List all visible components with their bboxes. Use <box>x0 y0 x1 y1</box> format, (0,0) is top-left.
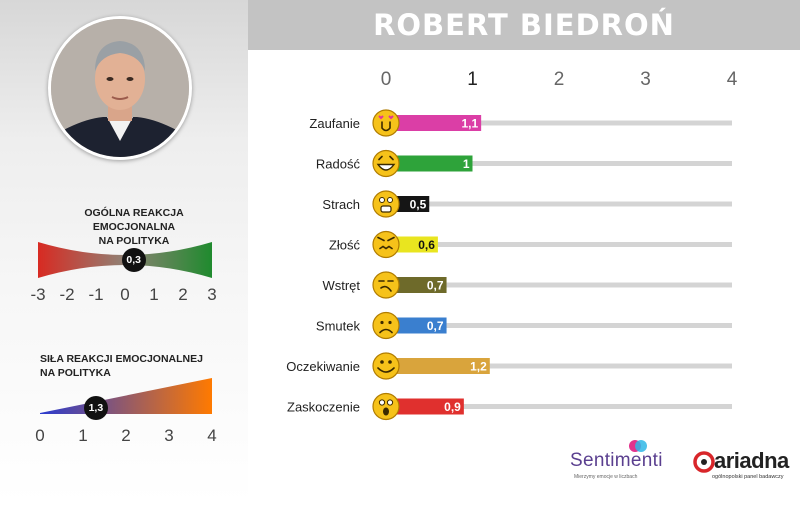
bar-track <box>386 201 732 207</box>
strength-scale-label: 3 <box>164 426 174 445</box>
reaction-scale-label: 2 <box>178 285 188 304</box>
strength-title-line-2: NA POLITYKA <box>40 367 111 379</box>
expectant-emoji-icon <box>372 352 400 380</box>
strength-scale-label: 0 <box>35 426 45 445</box>
chart-row: Strach 0,5 <box>322 190 732 218</box>
reaction-scale-label: -2 <box>59 285 75 304</box>
strength-gauge <box>40 378 212 414</box>
sentimenti-logo: Sentimenti Mierzymy emocje w liczbach <box>570 440 682 484</box>
bar <box>386 358 490 374</box>
x-axis-tick-label: 2 <box>554 69 565 90</box>
x-axis-tick-label: 1 <box>467 69 478 90</box>
reaction-value-bubble: 0,3 <box>121 248 146 272</box>
speech-bubbles-icon <box>629 440 647 452</box>
bar-value-label: 0,6 <box>418 238 435 252</box>
bar <box>386 277 447 293</box>
left-panel: OGÓLNA REAKCJA EMOCJONALNA NA POLITYKA 0… <box>0 0 248 503</box>
category-label: Wstręt <box>322 278 360 293</box>
bar-value-label: 0,5 <box>410 198 427 212</box>
category-label: Smutek <box>316 319 361 334</box>
emotion-bar-chart: 0 1 2 3 4 Zaufanie 1,1 Radość 1 Strach 0,5 Złość 0,6… <box>286 69 738 421</box>
bar-value-label: 1,1 <box>461 117 478 131</box>
bar-track <box>386 242 732 247</box>
x-axis-tick-label: 3 <box>640 69 651 90</box>
strength-gradient-wedge <box>40 378 212 414</box>
ariadna-tagline: ogólnopolski panel badawczy <box>712 474 784 480</box>
angry-emoji-icon <box>372 230 400 259</box>
love-emoji-icon <box>372 109 400 137</box>
bar-value-label: 0,9 <box>444 400 461 414</box>
x-axis-tick-label: 4 <box>727 69 738 90</box>
chart-row: Zaufanie 1,1 <box>309 109 732 137</box>
category-label: Strach <box>322 197 360 212</box>
strength-scale-label: 1 <box>78 426 88 445</box>
reaction-title: OGÓLNA REAKCJA EMOCJONALNA NA POLITYKA <box>44 206 224 248</box>
chart-row: Smutek 0,7 <box>316 311 732 340</box>
bar-track <box>386 161 732 166</box>
strength-title-line-1: SIŁA REAKCJI EMOCJONALNEJ <box>40 353 203 365</box>
category-label: Radość <box>316 157 361 172</box>
sentimenti-name: Sentimenti <box>570 450 663 471</box>
bar-track <box>386 120 732 126</box>
emotion-chart-area: 0 1 2 3 4 Zaufanie 1,1 Radość 1 Strach 0,5 Złość 0,6… <box>248 50 800 503</box>
ariadna-logo: ariadna ogólnopolski panel badawczy <box>692 448 796 484</box>
category-label: Zaufanie <box>309 116 360 131</box>
strength-scale-label: 2 <box>121 426 131 445</box>
bar-value-label: 0,7 <box>427 279 444 293</box>
scared-emoji-icon <box>372 190 400 218</box>
bar <box>386 398 464 415</box>
reaction-scale-label: 3 <box>207 285 217 304</box>
category-label: Złość <box>329 238 361 253</box>
reaction-scale-label: -1 <box>88 285 104 304</box>
header-bar: ROBERT BIEDROŃ <box>248 0 800 50</box>
reaction-scale-label: 0 <box>120 285 130 304</box>
category-label: Zaskoczenie <box>287 400 360 415</box>
reaction-title-line-2: NA POLITYKA <box>98 235 170 247</box>
strength-title: SIŁA REAKCJI EMOCJONALNEJ NA POLITYKA <box>40 352 240 380</box>
ariadna-name: ariadna <box>714 448 789 473</box>
bar-track <box>386 404 732 409</box>
chart-row: Radość 1 <box>316 149 732 178</box>
strength-scale-label: 4 <box>207 426 217 445</box>
x-axis-tick-label: 0 <box>381 69 392 90</box>
bar <box>386 317 447 334</box>
reaction-scale-label: -3 <box>30 285 46 304</box>
bar-value-label: 1 <box>463 157 470 171</box>
bar-track <box>386 323 732 328</box>
bar-track <box>386 363 732 369</box>
chart-row: Złość 0,6 <box>329 230 732 259</box>
bar-value-label: 1,2 <box>470 360 487 374</box>
bar-track <box>386 282 732 288</box>
politician-photo <box>48 16 192 160</box>
bar <box>386 155 473 172</box>
sad-emoji-icon <box>372 311 400 340</box>
chart-row: Wstręt 0,7 <box>322 271 732 299</box>
reaction-title-line-1: OGÓLNA REAKCJA EMOCJONALNA <box>84 207 184 233</box>
bar-value-label: 0,7 <box>427 319 444 333</box>
surprised-emoji-icon <box>372 392 400 421</box>
strength-value-bubble: 1,3 <box>83 396 108 420</box>
chart-title: ROBERT BIEDROŃ <box>373 8 675 42</box>
chart-row: Zaskoczenie 0,9 <box>287 392 732 421</box>
sentimenti-tagline: Mierzymy emocje w liczbach <box>574 474 638 480</box>
bar <box>386 115 482 131</box>
disgusted-emoji-icon <box>372 271 400 299</box>
category-label: Oczekiwanie <box>286 359 360 374</box>
chart-row: Oczekiwanie 1,2 <box>286 352 732 380</box>
ariadna-mark-icon <box>693 451 715 473</box>
reaction-scale-label: 1 <box>149 285 159 304</box>
laughing-emoji-icon <box>372 149 400 178</box>
portrait-illustration <box>51 19 189 157</box>
